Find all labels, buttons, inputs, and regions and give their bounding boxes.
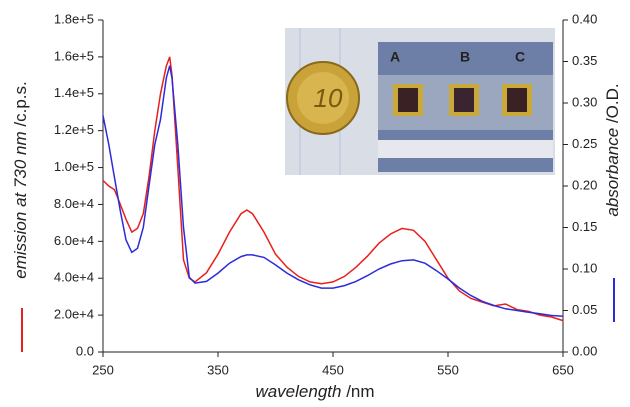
inset-label: C xyxy=(515,49,525,65)
y-axis-label: emission at 730 nm /c.p.s. xyxy=(11,81,30,278)
y-tick-label: 1.0e+5 xyxy=(54,159,94,174)
y2-tick-label: 0.30 xyxy=(572,94,597,109)
y-tick-label: 1.4e+5 xyxy=(54,85,94,100)
y2-tick-label: 0.20 xyxy=(572,177,597,192)
plate-edge xyxy=(378,140,553,158)
x-label-italic: wavelength xyxy=(255,382,341,401)
y2-tick-label: 0.10 xyxy=(572,260,597,275)
inset-label: A xyxy=(390,49,400,65)
y2-tick-label: 0.40 xyxy=(572,11,597,26)
inset-photo: 10 A B C xyxy=(285,28,555,175)
inset-label: B xyxy=(460,49,470,65)
y-tick-label: 1.8e+5 xyxy=(54,11,94,26)
x-tick-label: 250 xyxy=(92,362,114,377)
y2-tick-label: 0.25 xyxy=(572,136,597,151)
coin-number: 10 xyxy=(314,83,343,113)
y-tick-label: 8.0e+4 xyxy=(54,196,94,211)
y-tick-label: 6.0e+4 xyxy=(54,233,94,248)
y-tick-label: 4.0e+4 xyxy=(54,270,94,285)
x-label-unit: /nm xyxy=(341,382,374,401)
x-tick-label: 450 xyxy=(322,362,344,377)
y2-axis-label: absorbance /O.D. xyxy=(603,83,622,216)
y-tick-label: 1.6e+5 xyxy=(54,48,94,63)
x-tick-label: 550 xyxy=(437,362,459,377)
y2-tick-label: 0.00 xyxy=(572,343,597,358)
chart: 10 A B C wavelength /nm emission at 730 … xyxy=(0,0,630,407)
y-label-italic: emission at 730 nm xyxy=(11,131,30,278)
y-tick-label: 1.2e+5 xyxy=(54,122,94,137)
y2-tick-label: 0.15 xyxy=(572,219,597,234)
y-tick-label: 0.0 xyxy=(76,343,94,358)
sample-film xyxy=(398,88,418,112)
sample-film xyxy=(507,88,527,112)
x-tick-label: 350 xyxy=(207,362,229,377)
page: {"chart_data": {"type": "line", "xlabel"… xyxy=(0,0,630,407)
y2-tick-label: 0.05 xyxy=(572,302,597,317)
y2-label-italic: absorbance xyxy=(603,128,622,217)
sample-film xyxy=(454,88,474,112)
y-tick-label: 2.0e+4 xyxy=(54,307,94,322)
y-label-unit: /c.p.s. xyxy=(11,81,30,131)
x-tick-label: 650 xyxy=(552,362,574,377)
y2-tick-label: 0.35 xyxy=(572,53,597,68)
y2-label-unit: /O.D. xyxy=(603,83,622,127)
x-axis-label: wavelength /nm xyxy=(255,382,374,401)
